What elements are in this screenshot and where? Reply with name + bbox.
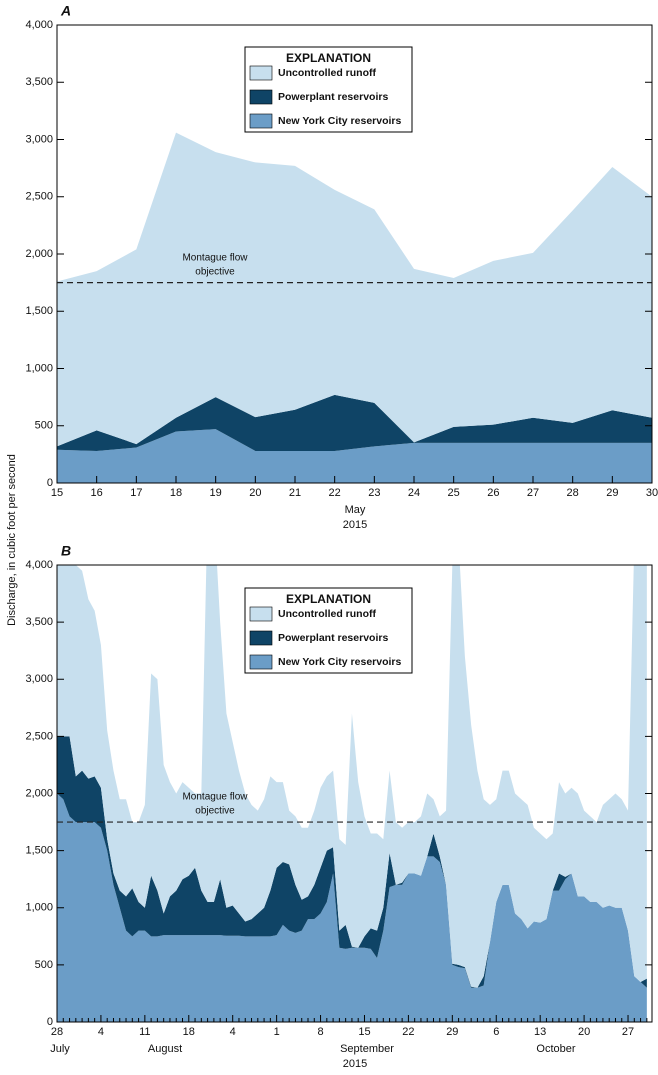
legend-swatch bbox=[249, 113, 273, 129]
x-tick-label: 15 bbox=[358, 1026, 370, 1038]
x-tick-label: 15 bbox=[51, 487, 63, 499]
legend-swatch bbox=[249, 89, 273, 105]
x-tick-label: 26 bbox=[487, 487, 499, 499]
annotation-text: Montague flow bbox=[182, 252, 248, 263]
x-group-label: July bbox=[50, 1043, 70, 1055]
x-tick-label: 24 bbox=[408, 487, 420, 499]
x-tick-label: 11 bbox=[139, 1026, 150, 1038]
y-tick-label: 0 bbox=[47, 1016, 53, 1028]
legend-label: Powerplant reservoirs bbox=[278, 632, 388, 644]
x-tick-label: 29 bbox=[606, 487, 618, 499]
x-tick-label: 20 bbox=[249, 487, 261, 499]
legend-label: Uncontrolled runoff bbox=[278, 67, 376, 79]
area bbox=[57, 429, 652, 483]
x-group-label: September bbox=[340, 1043, 394, 1055]
y-tick-label: 3,000 bbox=[25, 673, 53, 685]
plot-area bbox=[57, 565, 647, 1022]
y-tick-label: 1,500 bbox=[25, 305, 53, 317]
y-tick-label: 2,000 bbox=[25, 787, 53, 799]
legend-box bbox=[244, 46, 413, 133]
legend-label: Powerplant reservoirs bbox=[278, 91, 388, 103]
annotation-text: objective bbox=[195, 806, 235, 817]
x-tick-label: 8 bbox=[317, 1026, 323, 1038]
x-tick-label: 30 bbox=[646, 487, 658, 499]
y-tick-label: 4,000 bbox=[25, 559, 53, 571]
y-tick-label: 3,500 bbox=[25, 76, 53, 88]
panel-title: B bbox=[61, 543, 71, 559]
y-tick-label: 2,500 bbox=[25, 730, 53, 742]
legend-swatch bbox=[249, 65, 273, 81]
legend-swatch bbox=[249, 630, 273, 646]
x-group-label: May bbox=[345, 504, 366, 516]
x-tick-label: 4 bbox=[98, 1026, 104, 1038]
y-tick-label: 3,500 bbox=[25, 616, 53, 628]
x-axis-label: 2015 bbox=[343, 519, 367, 531]
x-tick-label: 20 bbox=[578, 1026, 590, 1038]
legend-title: EXPLANATION bbox=[286, 51, 371, 65]
panel-title: A bbox=[60, 3, 71, 19]
x-tick-label: 17 bbox=[130, 487, 142, 499]
x-tick-label: 18 bbox=[183, 1026, 195, 1038]
legend-label: New York City reservoirs bbox=[278, 656, 401, 668]
x-tick-label: 4 bbox=[230, 1026, 236, 1038]
area bbox=[57, 394, 652, 451]
y-tick-label: 4,000 bbox=[25, 19, 53, 31]
x-tick-label: 25 bbox=[448, 487, 460, 499]
x-tick-label: 21 bbox=[289, 487, 301, 499]
y-tick-label: 0 bbox=[47, 477, 53, 489]
legend-box bbox=[244, 587, 413, 674]
x-group-label: August bbox=[148, 1043, 182, 1055]
y-axis-label: Discharge, in cubic foot per second bbox=[6, 454, 18, 626]
legend-swatch bbox=[249, 606, 273, 622]
y-tick-label: 3,000 bbox=[25, 133, 53, 145]
annotation-text: Montague flow bbox=[182, 792, 248, 803]
x-tick-label: 18 bbox=[170, 487, 182, 499]
annotation-text: objective bbox=[195, 266, 235, 277]
x-tick-label: 29 bbox=[446, 1026, 458, 1038]
x-tick-label: 1 bbox=[274, 1026, 280, 1038]
y-tick-label: 2,500 bbox=[25, 191, 53, 203]
legend-title: EXPLANATION bbox=[286, 592, 371, 606]
x-group-label: October bbox=[536, 1043, 575, 1055]
area bbox=[57, 565, 647, 988]
plot-area bbox=[57, 132, 652, 483]
x-tick-label: 22 bbox=[402, 1026, 414, 1038]
x-tick-label: 13 bbox=[534, 1026, 546, 1038]
y-tick-label: 2,000 bbox=[25, 248, 53, 260]
y-tick-label: 1,000 bbox=[25, 902, 53, 914]
legend-label: Uncontrolled runoff bbox=[278, 608, 376, 620]
x-axis-label: 2015 bbox=[343, 1058, 367, 1070]
y-tick-label: 1,500 bbox=[25, 845, 53, 857]
area bbox=[57, 793, 647, 1022]
y-tick-label: 500 bbox=[35, 420, 53, 432]
y-tick-label: 500 bbox=[35, 959, 53, 971]
legend-label: New York City reservoirs bbox=[278, 115, 401, 127]
x-tick-label: 28 bbox=[567, 487, 579, 499]
area bbox=[57, 736, 647, 988]
x-tick-label: 19 bbox=[210, 487, 222, 499]
x-tick-label: 6 bbox=[493, 1026, 499, 1038]
x-tick-label: 28 bbox=[51, 1026, 63, 1038]
legend-swatch bbox=[249, 654, 273, 670]
x-tick-label: 22 bbox=[329, 487, 341, 499]
x-tick-label: 27 bbox=[622, 1026, 634, 1038]
x-tick-label: 23 bbox=[368, 487, 380, 499]
area bbox=[57, 132, 652, 447]
y-tick-label: 1,000 bbox=[25, 362, 53, 374]
x-tick-label: 16 bbox=[91, 487, 103, 499]
x-tick-label: 27 bbox=[527, 487, 539, 499]
